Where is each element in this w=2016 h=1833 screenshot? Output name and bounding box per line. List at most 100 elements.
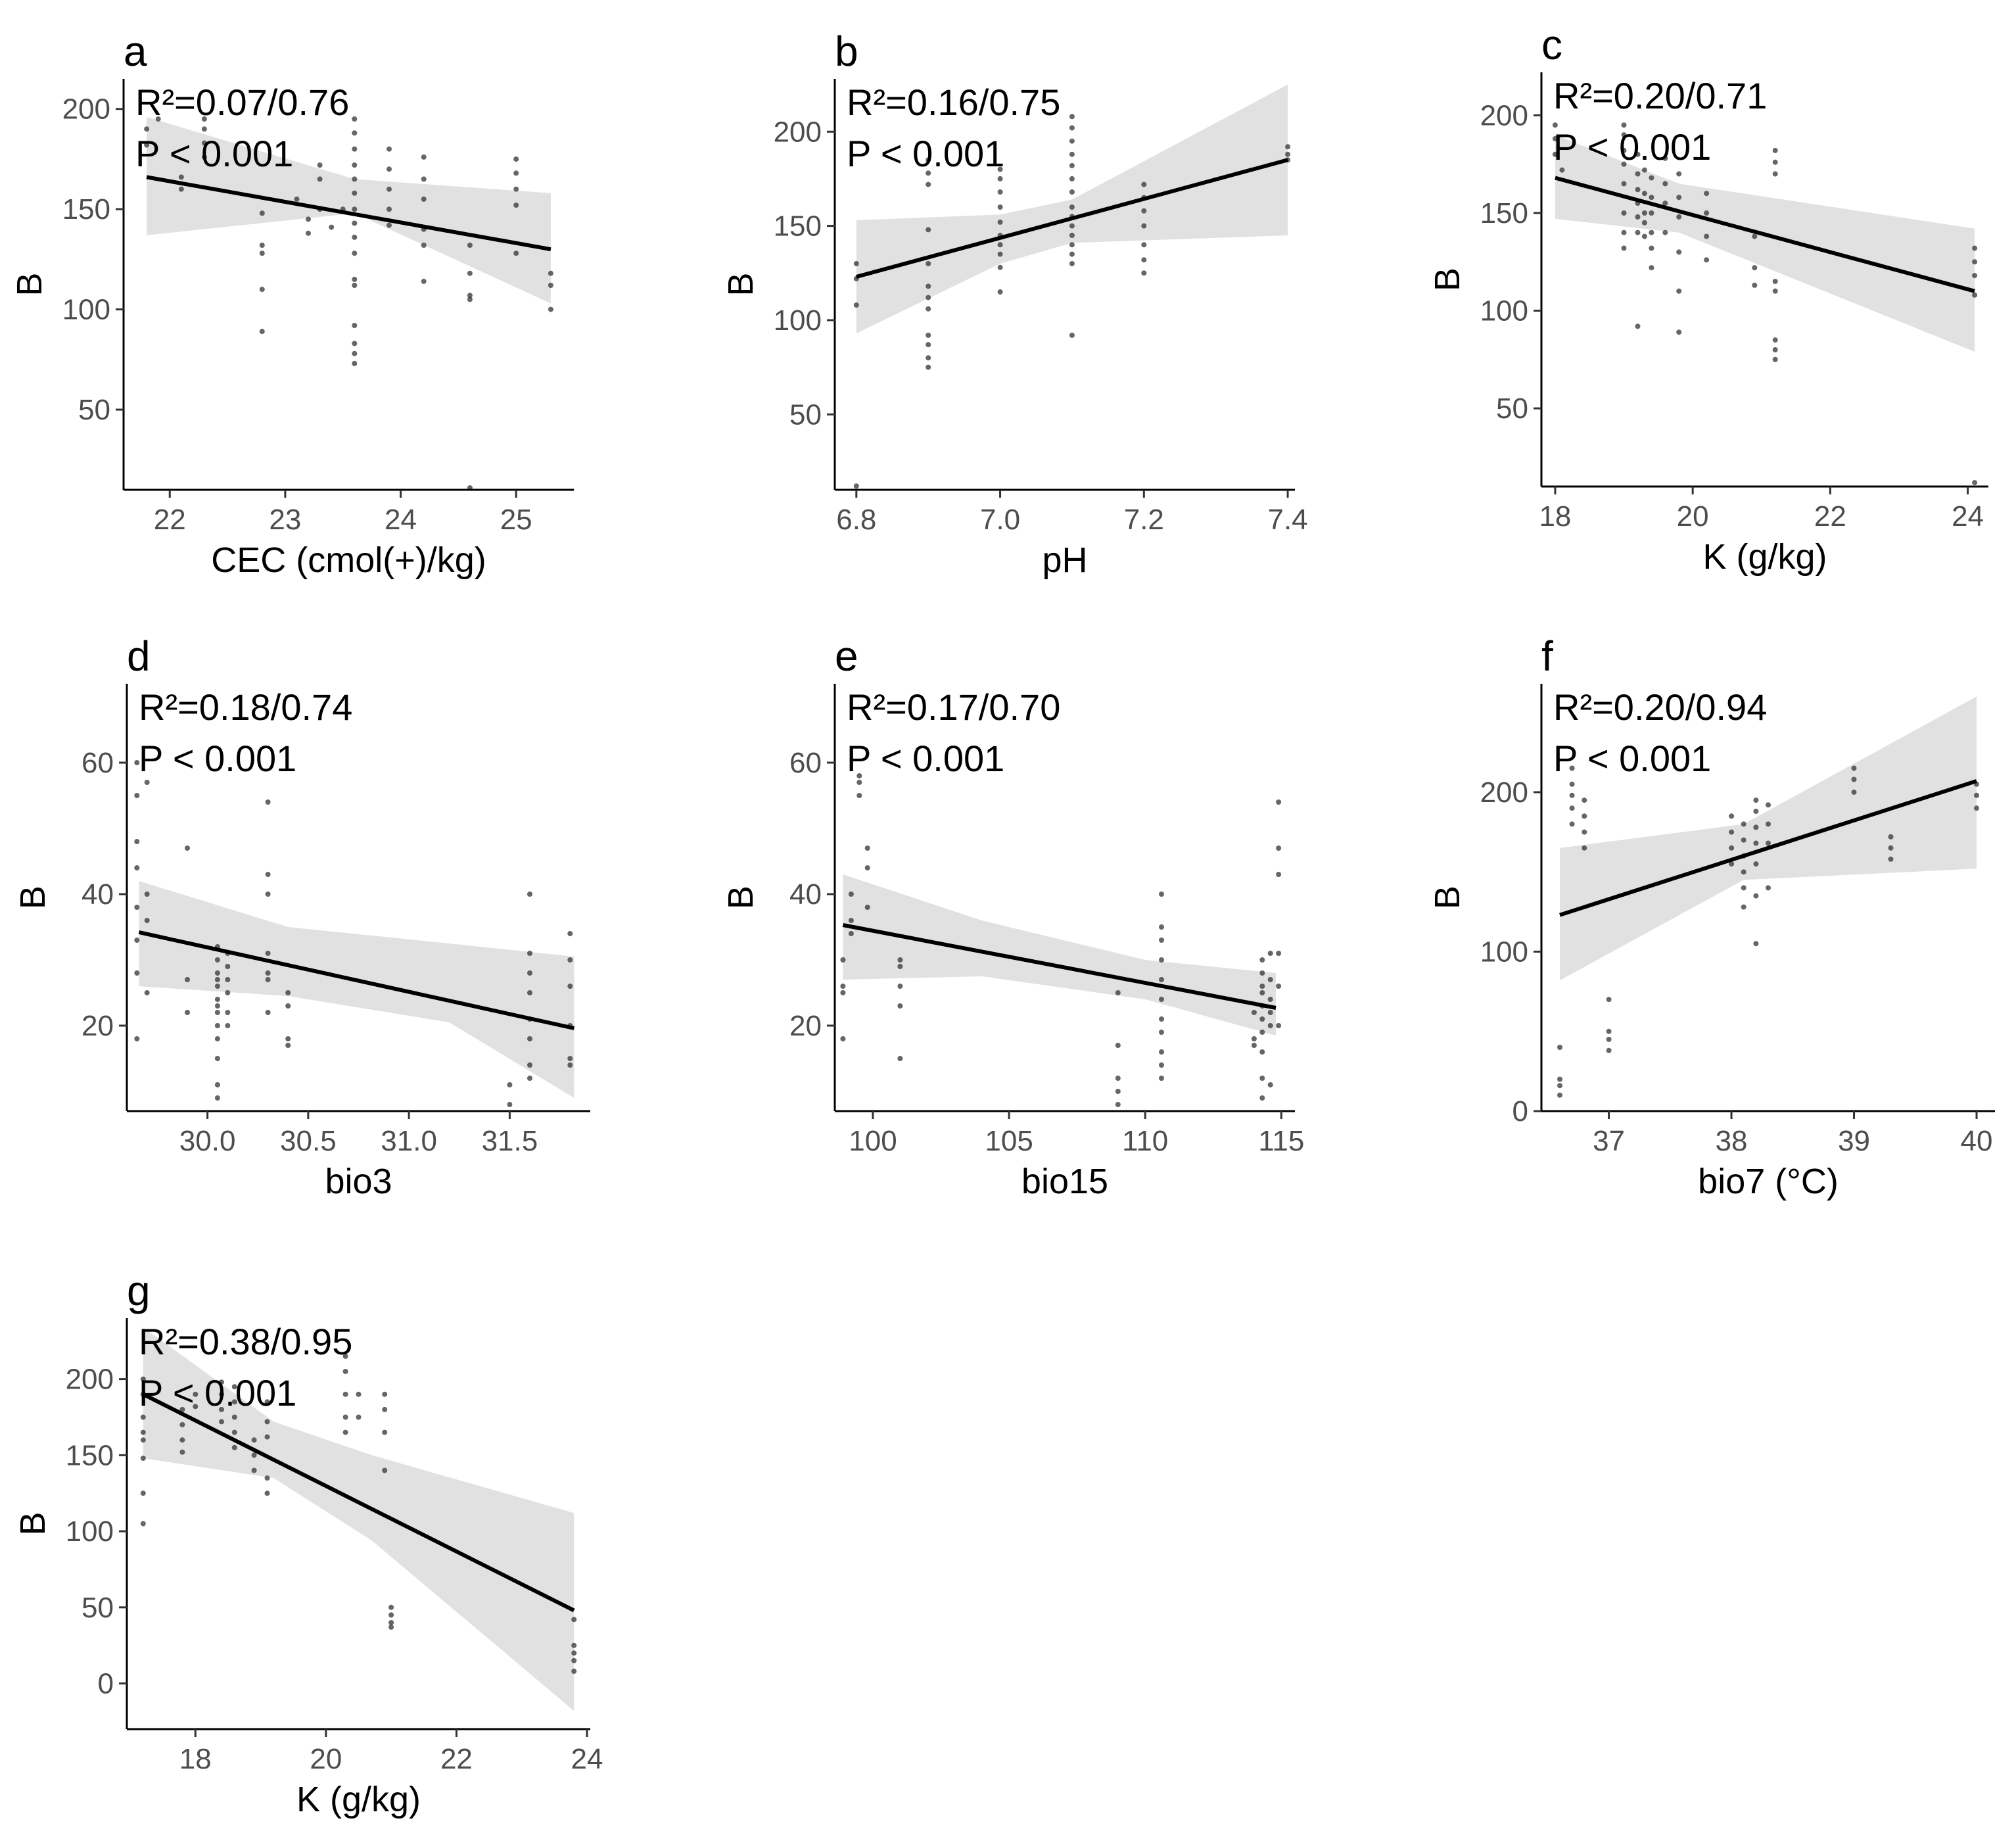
data-point bbox=[840, 957, 846, 963]
data-point bbox=[265, 872, 271, 877]
data-point bbox=[1251, 1043, 1257, 1048]
data-point bbox=[1851, 776, 1857, 782]
data-point bbox=[352, 250, 358, 256]
data-point bbox=[1606, 1047, 1612, 1053]
y-tick-label: 50 bbox=[1496, 393, 1528, 425]
y-tick-label: 20 bbox=[82, 1010, 114, 1042]
y-tick-label: 60 bbox=[789, 747, 822, 779]
data-point bbox=[214, 1095, 220, 1101]
data-point bbox=[1641, 191, 1647, 197]
x-tick-label: 30.0 bbox=[179, 1125, 236, 1157]
data-point bbox=[507, 1082, 513, 1087]
data-point bbox=[1582, 845, 1587, 851]
confidence-band bbox=[143, 1327, 574, 1711]
data-point bbox=[140, 1456, 146, 1461]
data-point bbox=[1641, 167, 1647, 173]
panel-c: 18 20 22 24 50 100 150 200 K (g/kg) Bc R²=0.20/0.7… bbox=[1428, 21, 1988, 577]
y-tick-label: 0 bbox=[1512, 1095, 1528, 1128]
y-tick-label: 50 bbox=[78, 394, 110, 426]
y-tick-label: 150 bbox=[66, 1439, 114, 1471]
data-point bbox=[219, 1379, 224, 1385]
data-point bbox=[134, 839, 140, 844]
data-point bbox=[1772, 279, 1778, 284]
data-point bbox=[1972, 292, 1978, 298]
data-point bbox=[1069, 251, 1075, 257]
y-tick-label: 50 bbox=[82, 1592, 114, 1624]
data-point bbox=[1141, 223, 1147, 229]
data-point bbox=[853, 302, 859, 308]
data-point bbox=[897, 1056, 903, 1061]
data-point bbox=[926, 364, 931, 370]
panel-letter: e bbox=[835, 632, 858, 680]
data-point bbox=[1753, 824, 1759, 830]
confidence-band bbox=[1560, 696, 1977, 981]
data-point bbox=[507, 1102, 513, 1107]
data-point bbox=[527, 951, 532, 956]
data-point bbox=[1649, 265, 1654, 271]
x-tick-label: 18 bbox=[179, 1743, 212, 1775]
y-tick-label: 20 bbox=[789, 1010, 822, 1042]
y-axis-title: B bbox=[721, 272, 761, 296]
data-point bbox=[193, 1404, 199, 1410]
data-point bbox=[1251, 1036, 1257, 1041]
data-point bbox=[134, 970, 140, 976]
data-point bbox=[178, 186, 184, 192]
x-tick-label: 6.8 bbox=[836, 504, 876, 536]
data-point bbox=[926, 181, 931, 187]
data-point bbox=[1752, 233, 1758, 239]
data-point bbox=[926, 227, 931, 233]
data-point bbox=[1276, 951, 1282, 956]
data-point bbox=[1729, 829, 1735, 835]
data-point bbox=[421, 243, 427, 248]
data-point bbox=[1635, 214, 1641, 220]
p-value-label: P < 0.001 bbox=[847, 738, 1004, 779]
data-point bbox=[897, 1003, 903, 1009]
panel-e: 100 105 110 115 20 40 60 bio15 Be R²=0.17/0.70 P <… bbox=[721, 632, 1304, 1201]
p-value-label: P < 0.001 bbox=[847, 133, 1004, 174]
data-points bbox=[140, 1353, 577, 1674]
y-axis-title: B bbox=[721, 886, 761, 909]
data-point bbox=[840, 984, 846, 989]
data-point bbox=[264, 1434, 270, 1440]
data-point bbox=[193, 1391, 199, 1397]
y-tick-label: 150 bbox=[1480, 197, 1528, 229]
data-point bbox=[1741, 904, 1746, 910]
regression-line bbox=[1559, 779, 1977, 917]
data-point bbox=[1259, 1016, 1265, 1022]
data-point bbox=[265, 977, 271, 982]
data-point bbox=[144, 990, 150, 995]
data-point bbox=[1753, 941, 1759, 947]
x-tick-label: 37 bbox=[1593, 1125, 1625, 1157]
data-point bbox=[265, 970, 271, 976]
x-tick-label: 18 bbox=[1539, 500, 1571, 533]
data-point bbox=[259, 250, 265, 256]
data-point bbox=[467, 485, 473, 490]
data-point bbox=[571, 1669, 577, 1674]
data-point bbox=[1276, 799, 1282, 805]
data-point bbox=[1741, 837, 1746, 843]
x-tick-label: 105 bbox=[985, 1125, 1033, 1157]
data-point bbox=[179, 1437, 185, 1443]
data-point bbox=[1259, 1076, 1265, 1081]
data-point bbox=[856, 780, 862, 785]
data-point bbox=[231, 1444, 237, 1450]
data-point bbox=[853, 483, 859, 489]
data-point bbox=[265, 1010, 271, 1015]
data-point bbox=[1649, 229, 1654, 235]
data-point bbox=[1159, 1076, 1164, 1081]
data-point bbox=[265, 799, 271, 805]
r-squared-label: R²=0.18/0.74 bbox=[139, 686, 352, 728]
data-point bbox=[1267, 977, 1273, 982]
data-point bbox=[1772, 337, 1778, 343]
data-point bbox=[513, 156, 519, 162]
data-point bbox=[1259, 1049, 1265, 1055]
data-point bbox=[265, 892, 271, 897]
panel-a: 22 23 24 25 50 100 150 200 CEC (cmol(+)/kg) Ba R²=… bbox=[10, 28, 574, 580]
data-point bbox=[1772, 159, 1778, 165]
data-point bbox=[1557, 1076, 1562, 1082]
panel-letter: g bbox=[127, 1267, 151, 1314]
y-axis-title: B bbox=[1428, 268, 1467, 291]
data-point bbox=[567, 957, 573, 963]
y-tick-label: 100 bbox=[66, 1515, 114, 1548]
data-point bbox=[306, 216, 311, 222]
